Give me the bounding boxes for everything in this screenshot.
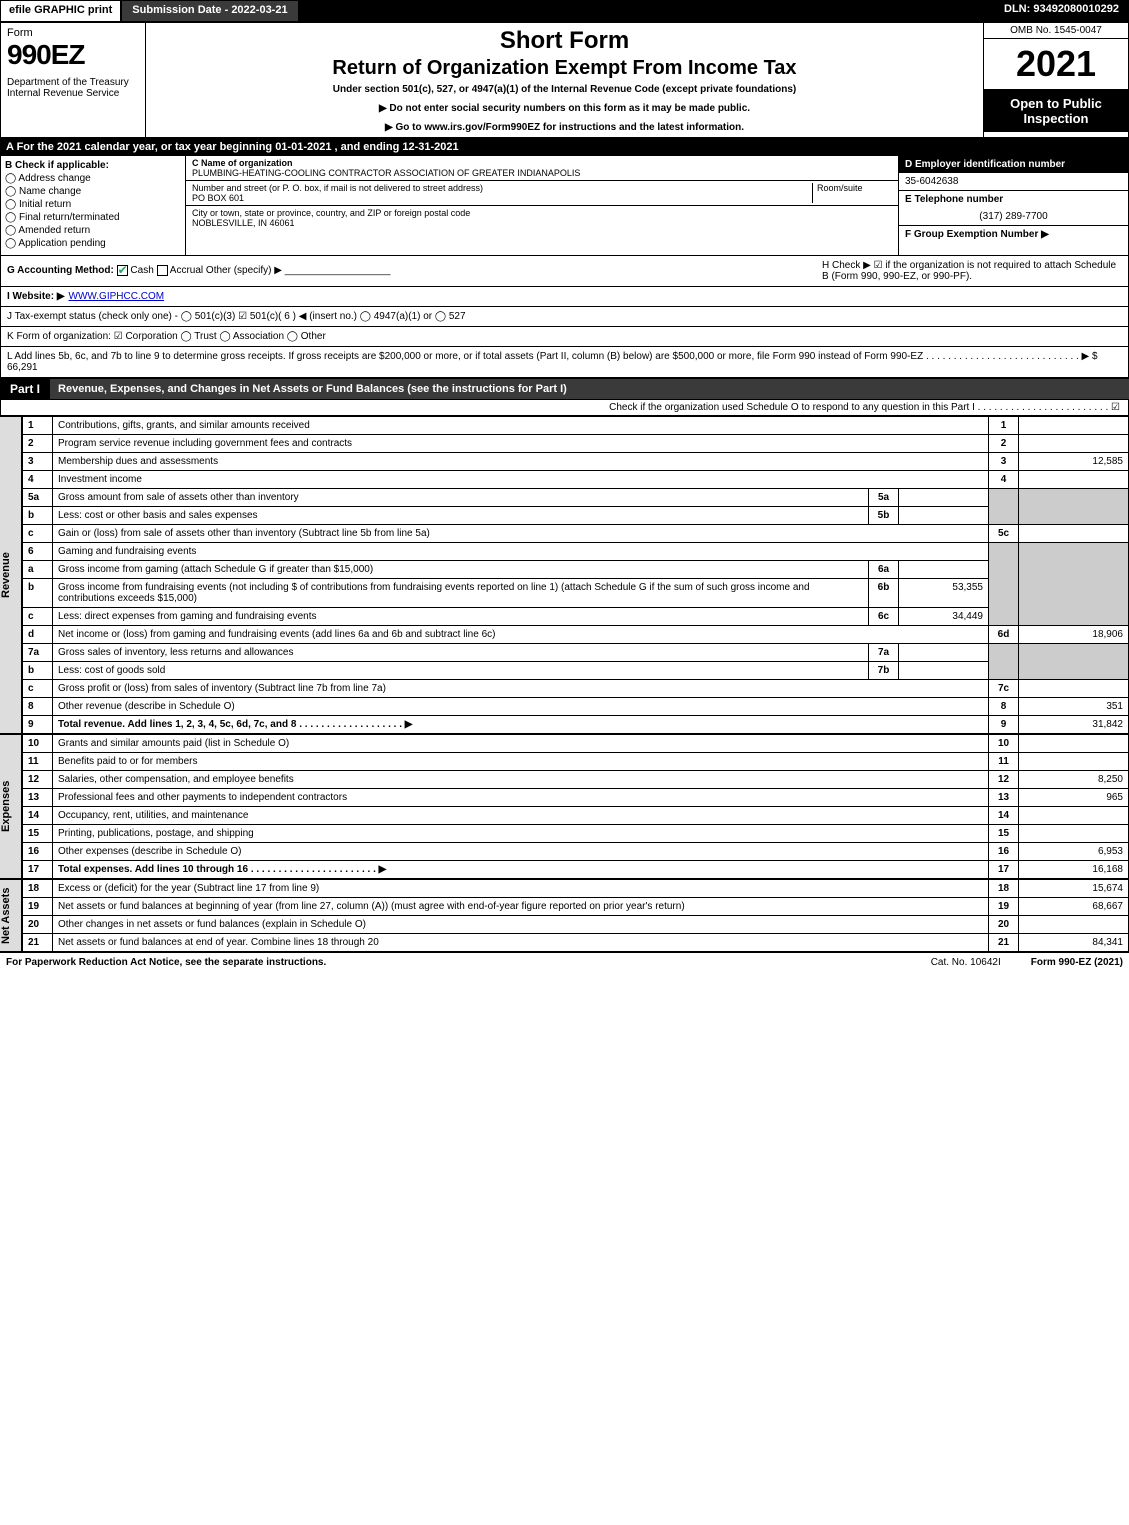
- g-label: G Accounting Method:: [7, 266, 114, 277]
- section-bcd: B Check if applicable: ◯ Address change …: [0, 156, 1129, 256]
- part1-header: Part I Revenue, Expenses, and Changes in…: [0, 378, 1129, 400]
- form-label: Form: [7, 27, 139, 39]
- chk-application-pending[interactable]: ◯ Application pending: [5, 238, 181, 249]
- dept-label: Department of the Treasury Internal Reve…: [7, 77, 139, 99]
- col-b: B Check if applicable: ◯ Address change …: [1, 156, 186, 255]
- col-c: C Name of organization PLUMBING-HEATING-…: [186, 156, 898, 255]
- org-name: PLUMBING-HEATING-COOLING CONTRACTOR ASSO…: [192, 168, 892, 178]
- addr-label: Number and street (or P. O. box, if mail…: [192, 183, 812, 193]
- expenses-table: 10Grants and similar amounts paid (list …: [22, 734, 1129, 879]
- chk-cash[interactable]: [117, 265, 128, 276]
- tax-year: 2021: [984, 39, 1128, 90]
- org-address: PO BOX 601: [192, 193, 812, 203]
- other-label: Other (specify) ▶: [206, 266, 282, 277]
- tel-label: E Telephone number: [899, 191, 1128, 208]
- subtitle: Under section 501(c), 527, or 4947(a)(1)…: [154, 84, 975, 95]
- chk-final-return[interactable]: ◯ Final return/terminated: [5, 212, 181, 223]
- line-l: L Add lines 5b, 6c, and 7b to line 9 to …: [0, 347, 1129, 378]
- cash-label: Cash: [130, 266, 153, 277]
- part1-tag: Part I: [0, 378, 50, 400]
- chk-amended-return[interactable]: ◯ Amended return: [5, 225, 181, 236]
- city-label: City or town, state or province, country…: [192, 208, 892, 218]
- ein-label: D Employer identification number: [899, 156, 1128, 173]
- c-name-label: C Name of organization: [192, 158, 892, 168]
- part1-sub: Check if the organization used Schedule …: [0, 400, 1129, 416]
- group-exemption-label: F Group Exemption Number ▶: [899, 226, 1128, 243]
- main-title: Return of Organization Exempt From Incom…: [154, 57, 975, 80]
- short-form-title: Short Form: [154, 27, 975, 55]
- b-label: B Check if applicable:: [5, 160, 181, 171]
- chk-name-change[interactable]: ◯ Name change: [5, 186, 181, 197]
- col-d: D Employer identification number 35-6042…: [898, 156, 1128, 255]
- part1-title: Revenue, Expenses, and Changes in Net As…: [50, 379, 1129, 399]
- room-suite-label: Room/suite: [812, 183, 892, 203]
- note-url: ▶ Go to www.irs.gov/Form990EZ for instru…: [154, 122, 975, 133]
- chk-address-change[interactable]: ◯ Address change: [5, 173, 181, 184]
- website-link[interactable]: WWW.GIPHCC.COM: [69, 291, 165, 302]
- efile-link[interactable]: efile GRAPHIC print: [0, 0, 121, 22]
- footer-left: For Paperwork Reduction Act Notice, see …: [6, 957, 901, 968]
- line-j: J Tax-exempt status (check only one) - ◯…: [0, 307, 1129, 327]
- line-k: K Form of organization: ☑ Corporation ◯ …: [0, 327, 1129, 347]
- footer-right: Form 990-EZ (2021): [1031, 957, 1123, 968]
- ein-value: 35-6042638: [899, 173, 1128, 191]
- org-city: NOBLESVILLE, IN 46061: [192, 218, 892, 228]
- open-inspection: Open to Public Inspection: [984, 90, 1128, 132]
- accrual-label: Accrual: [170, 266, 203, 277]
- chk-accrual[interactable]: [157, 265, 168, 276]
- form-header: Form 990EZ Department of the Treasury In…: [0, 22, 1129, 138]
- expenses-label: Expenses: [0, 734, 22, 879]
- form-number: 990EZ: [7, 39, 139, 71]
- footer-cat: Cat. No. 10642I: [931, 957, 1001, 968]
- chk-initial-return[interactable]: ◯ Initial return: [5, 199, 181, 210]
- revenue-label: Revenue: [0, 416, 22, 734]
- revenue-table: 1Contributions, gifts, grants, and simil…: [22, 416, 1129, 734]
- dln: DLN: 93492080010292: [994, 0, 1129, 22]
- submission-date: Submission Date - 2022-03-21: [121, 0, 298, 22]
- netassets-label: Net Assets: [0, 879, 22, 952]
- note-ssn: ▶ Do not enter social security numbers o…: [154, 103, 975, 114]
- top-bar: efile GRAPHIC print Submission Date - 20…: [0, 0, 1129, 22]
- line-i: I Website: ▶ WWW.GIPHCC.COM: [0, 287, 1129, 307]
- footer: For Paperwork Reduction Act Notice, see …: [0, 952, 1129, 972]
- omb-number: OMB No. 1545-0047: [984, 23, 1128, 39]
- tel-value: (317) 289-7700: [899, 208, 1128, 226]
- line-g-h: G Accounting Method: Cash Accrual Other …: [0, 256, 1129, 287]
- line-a: A For the 2021 calendar year, or tax yea…: [0, 138, 1129, 156]
- line-h: H Check ▶ ☑ if the organization is not r…: [822, 260, 1122, 282]
- netassets-table: 18Excess or (deficit) for the year (Subt…: [22, 879, 1129, 952]
- i-label: I Website: ▶: [7, 291, 65, 302]
